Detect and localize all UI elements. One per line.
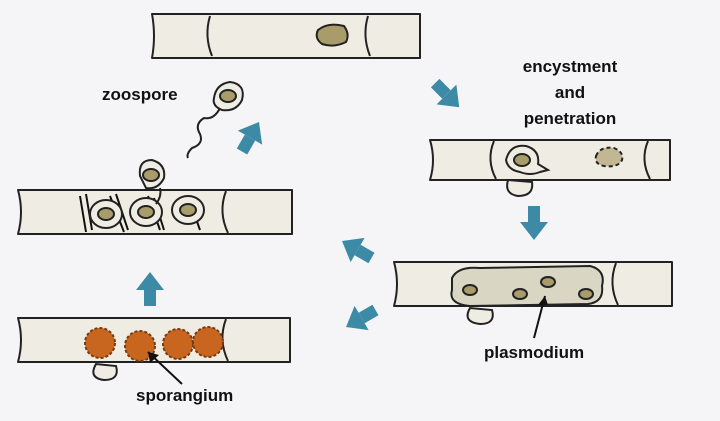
arrow-to-plasmodium (520, 206, 548, 240)
label-plasmodium: plasmodium (484, 343, 584, 362)
cycle-arrows (136, 78, 548, 331)
label-encystment-3: penetration (524, 109, 617, 128)
top-cell-nucleus (315, 23, 349, 47)
label-zoospore: zoospore (102, 85, 178, 104)
sporangium-spheres (84, 326, 224, 362)
label-encystment-2: and (555, 83, 585, 102)
arrow-to-encystment (430, 78, 460, 108)
free-zoospore (186, 80, 244, 159)
arrow-to-release (342, 237, 375, 264)
top-root-cell (151, 13, 421, 59)
arrow-release-to-zoospore (236, 122, 263, 155)
external-cyst (506, 178, 534, 198)
sporangium-cell (17, 317, 291, 385)
plasmodium-cell (393, 261, 673, 339)
injected-nucleus (594, 146, 624, 168)
arrow-to-sporangium (346, 304, 379, 331)
release-cell (17, 158, 293, 235)
arrow-sporangium-up (136, 272, 164, 306)
plasmodium-body (450, 264, 604, 308)
sporangium-external-cyst (92, 362, 118, 382)
plasmodium-external-cyst (466, 306, 494, 326)
label-sporangium: sporangium (136, 386, 233, 405)
label-encystment-1: encystment (523, 57, 618, 76)
encystment-cell (429, 139, 671, 198)
